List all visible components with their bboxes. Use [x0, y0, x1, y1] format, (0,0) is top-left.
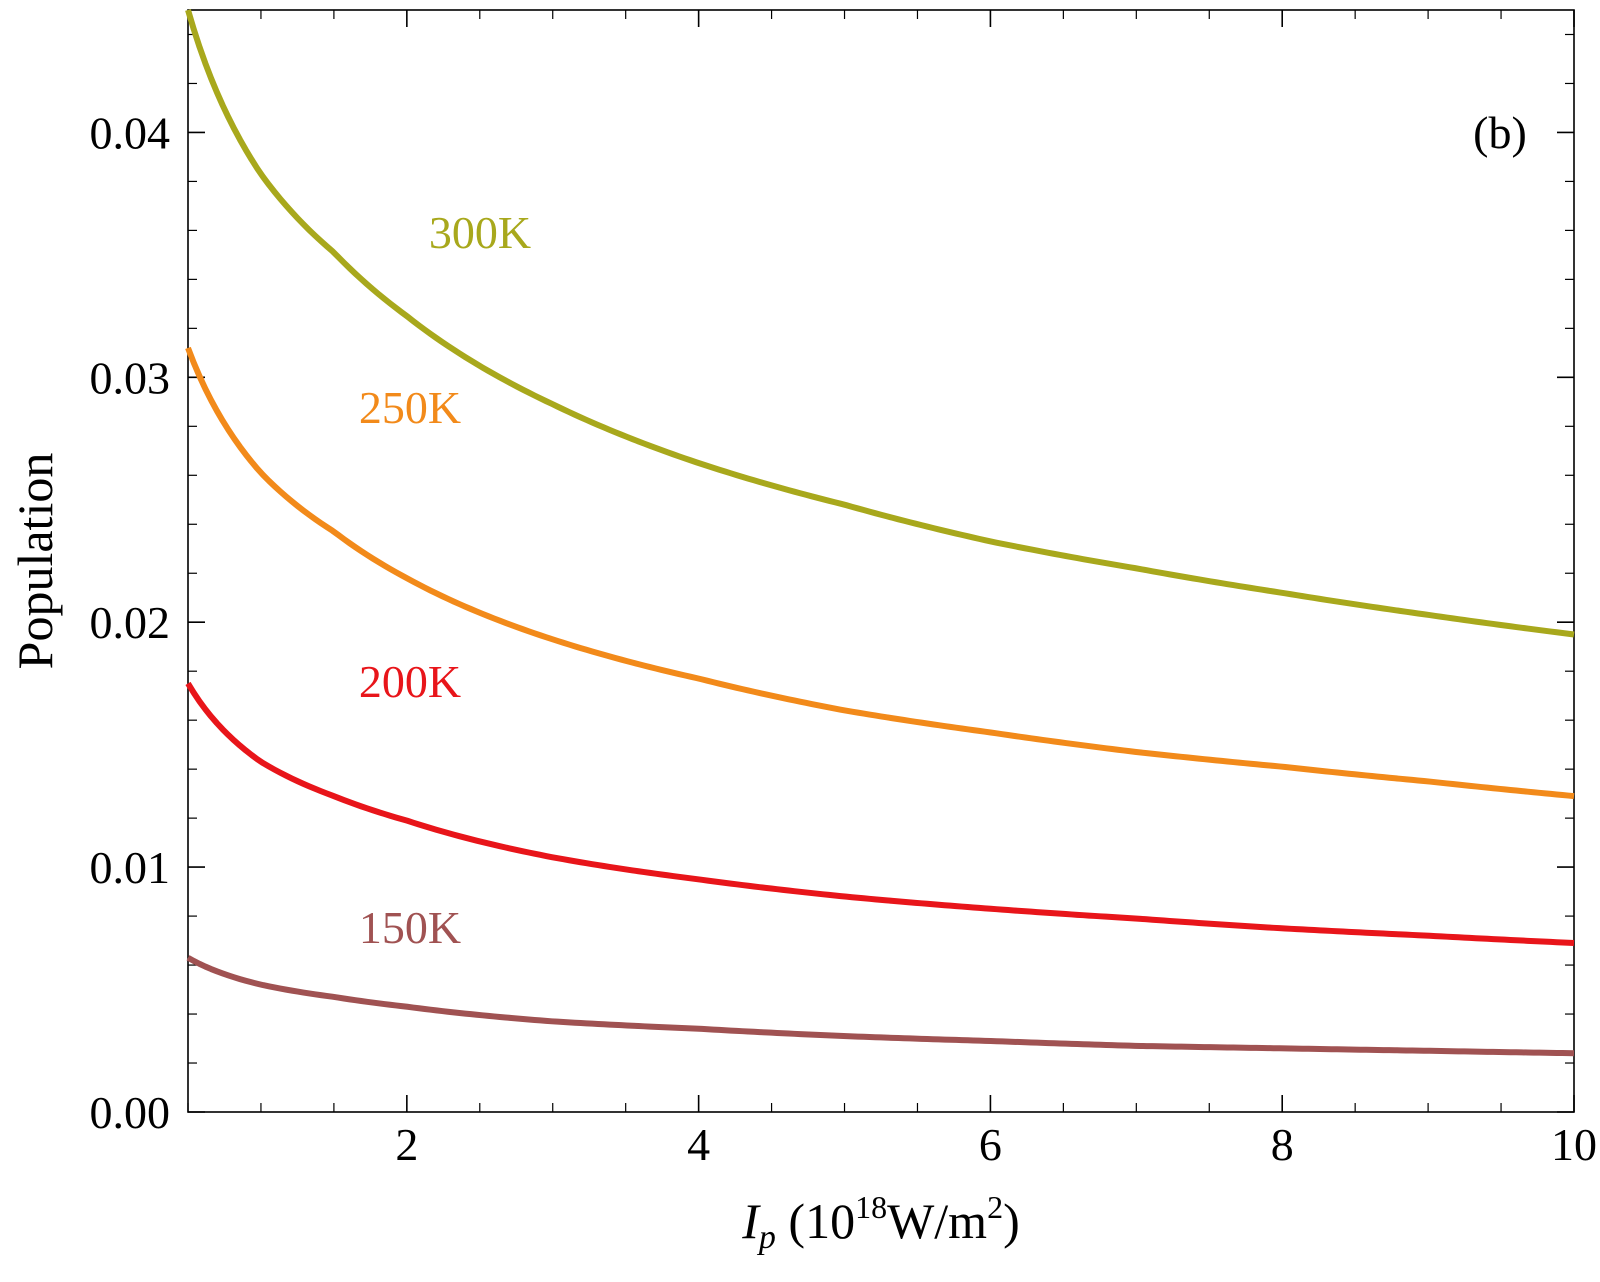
- x-axis-unit-close: ): [1003, 1193, 1020, 1249]
- y-axis-title: Population: [7, 453, 63, 670]
- x-axis-unit-exponent: 18: [855, 1189, 887, 1225]
- series-labels: 300K 250K 200K 150K: [359, 207, 531, 953]
- minor-ticks: [187, 10, 1574, 1112]
- x-axis-symbol: I: [741, 1193, 761, 1249]
- x-tick-label: 4: [687, 1119, 710, 1170]
- series-line-300k: [185, 9, 1575, 638]
- x-axis-unit-exponent-2: 2: [987, 1189, 1003, 1225]
- y-tick-labels: 0.00 0.01 0.02 0.03 0.04: [90, 107, 171, 1138]
- x-tick-label: 10: [1551, 1119, 1597, 1170]
- series-line-200k: [185, 681, 1575, 947]
- x-axis-unit-mid: W/m: [887, 1193, 987, 1249]
- y-tick-label: 0.01: [90, 842, 171, 893]
- series-lines: [185, 9, 1575, 1057]
- x-axis-title: Ip (1018W/m2): [741, 1189, 1019, 1256]
- series-label-150k: 150K: [359, 902, 461, 953]
- x-tick-label: 6: [979, 1119, 1002, 1170]
- x-tick-labels: 2 4 6 8 10: [395, 1119, 1597, 1170]
- x-tick-label: 8: [1271, 1119, 1294, 1170]
- y-tick-label: 0.04: [90, 107, 171, 158]
- y-tick-label: 0.03: [90, 352, 171, 403]
- series-label-200k: 200K: [359, 656, 461, 707]
- series-label-300k: 300K: [429, 207, 531, 258]
- series-line-250k: [185, 346, 1575, 800]
- x-axis-unit-open: (10: [776, 1193, 855, 1249]
- x-tick-label: 2: [395, 1119, 418, 1170]
- x-axis-subscript: p: [757, 1219, 776, 1256]
- y-tick-label: 0.00: [90, 1087, 171, 1138]
- series-line-150k: [186, 955, 1575, 1057]
- y-tick-label: 0.02: [90, 597, 171, 648]
- plot-frame: [187, 9, 1575, 1113]
- series-label-250k: 250K: [359, 382, 461, 433]
- panel-label: (b): [1473, 107, 1527, 158]
